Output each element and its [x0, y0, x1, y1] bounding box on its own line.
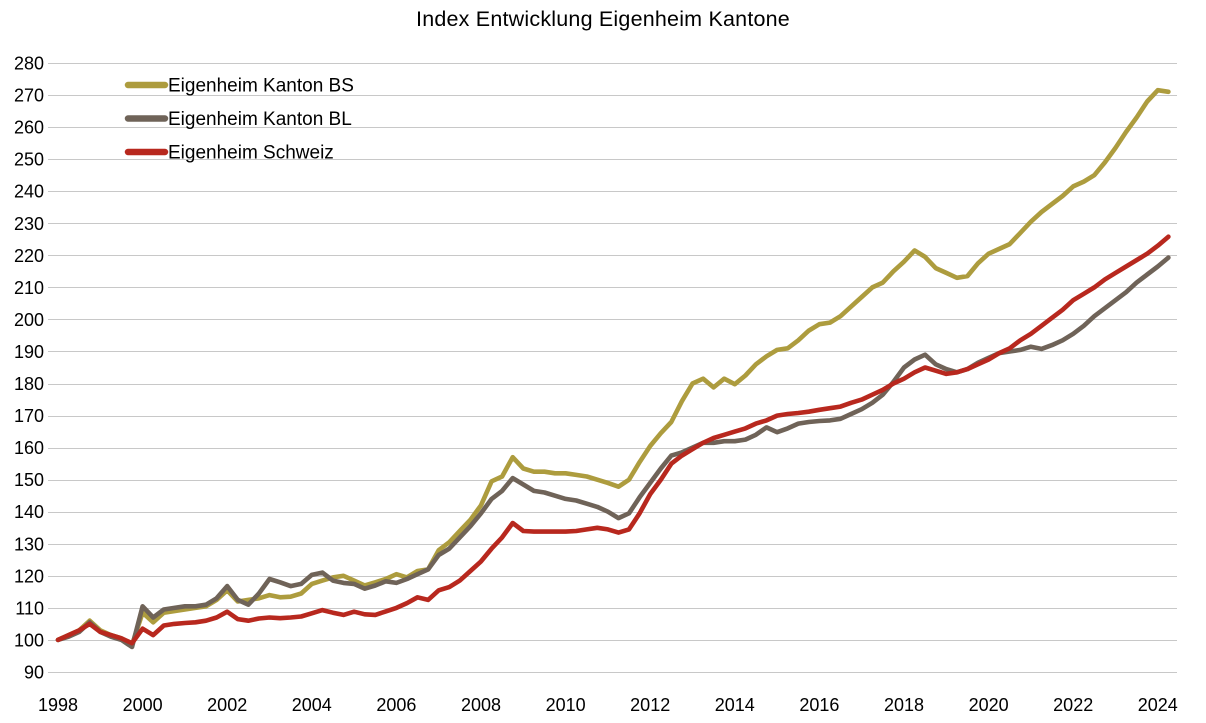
- y-axis-tick-label: 110: [15, 598, 44, 618]
- y-axis-tick-label: 240: [14, 182, 44, 202]
- y-axis-tick-label: 90: [24, 663, 44, 683]
- x-axis-tick-label: 2022: [1053, 695, 1093, 715]
- x-axis-tick-label: 2002: [207, 695, 247, 715]
- series-line-eigenheim-schweiz: [55, 234, 1171, 646]
- y-axis-tick-label: 160: [14, 438, 44, 458]
- y-axis-tick-label: 250: [14, 150, 44, 170]
- x-axis-tick-label: 2008: [461, 695, 501, 715]
- x-axis-tick-label: 2014: [715, 695, 755, 715]
- x-axis-tick-label: 2020: [969, 695, 1009, 715]
- y-axis-tick-label: 280: [14, 54, 44, 74]
- y-axis-tick-label: 180: [14, 374, 44, 394]
- x-axis-tick-label: 2012: [630, 695, 670, 715]
- y-axis-tick-label: 150: [14, 470, 44, 490]
- legend-item-eigenheim-kanton-bs: Eigenheim Kanton BS: [124, 76, 354, 97]
- x-axis-tick-label: 2004: [292, 695, 332, 715]
- chart-title: Index Entwicklung Eigenheim Kantone: [416, 7, 790, 31]
- legend: Eigenheim Kanton BS Eigenheim Kanton BL Ei…: [124, 76, 354, 164]
- y-axis-tick-label: 120: [14, 566, 44, 586]
- x-axis-tick-label: 2000: [123, 695, 163, 715]
- y-axis-tick-label: 170: [14, 406, 44, 426]
- x-axis-tick-label: 1998: [38, 695, 78, 715]
- y-axis-tick-label: 140: [14, 502, 44, 522]
- y-axis-tick-label: 270: [14, 86, 44, 106]
- y-axis-tick-label: 190: [14, 342, 44, 362]
- y-axis-tick-label: 210: [14, 278, 44, 298]
- y-axis-tick-label: 200: [14, 310, 44, 330]
- x-axis-tick-label: 2016: [799, 695, 839, 715]
- x-axis-tick-label: 2024: [1138, 695, 1178, 715]
- y-axis-tick-label: 230: [14, 214, 44, 234]
- series-line-eigenheim-kanton-bs: [55, 87, 1171, 648]
- legend-label: Eigenheim Kanton BL: [168, 109, 352, 130]
- x-axis-tick-label: 2006: [376, 695, 416, 715]
- legend-item-eigenheim-kanton-bl: Eigenheim Kanton BL: [124, 109, 352, 130]
- x-axis-tick-label: 2010: [546, 695, 586, 715]
- legend-label: Eigenheim Schweiz: [168, 143, 334, 164]
- y-axis-tick-label: 220: [14, 246, 44, 266]
- series-line-eigenheim-kanton-bl: [55, 255, 1171, 650]
- y-axis-tick-label: 260: [14, 118, 44, 138]
- y-axis-tick-label: 100: [14, 630, 44, 650]
- legend-label: Eigenheim Kanton BS: [168, 76, 354, 97]
- y-axis-tick-label: 130: [14, 534, 44, 554]
- legend-item-eigenheim-schweiz: Eigenheim Schweiz: [124, 143, 334, 164]
- x-axis-tick-label: 2018: [884, 695, 924, 715]
